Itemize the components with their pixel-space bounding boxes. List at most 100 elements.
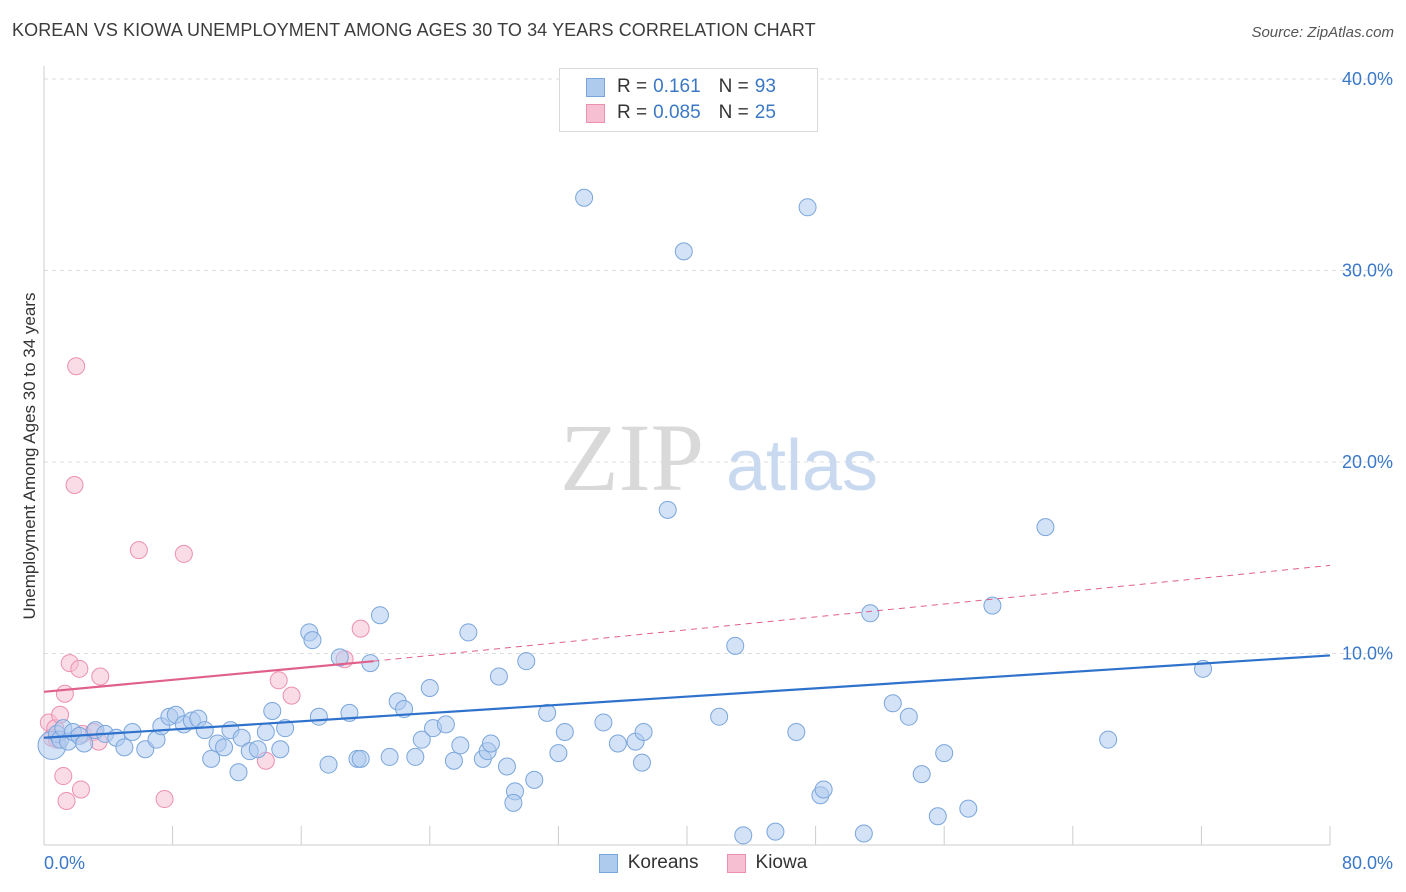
korean-point: [303, 631, 322, 650]
kiowa-point: [91, 667, 110, 686]
kiowa-point: [67, 357, 86, 376]
korean-point: [444, 751, 463, 770]
series-legend: Koreans Kiowa: [0, 852, 1406, 874]
korean-point: [634, 723, 653, 742]
korean-point: [497, 757, 516, 776]
source-label: Source: ZipAtlas.com: [1251, 24, 1394, 41]
koreans-label: Koreans: [627, 852, 699, 873]
korean-point: [229, 763, 248, 782]
y-tick-label: 10.0%: [1342, 644, 1393, 664]
korean-point: [1099, 730, 1118, 749]
korean-point: [959, 799, 978, 818]
korean-point: [370, 606, 389, 625]
korean-point: [710, 707, 729, 726]
axes: [43, 66, 1331, 846]
korean-point: [899, 707, 918, 726]
legend-row-koreans: R = 0.161 N = 93: [586, 75, 776, 99]
korean-trend-line: [43, 654, 1331, 739]
korean-point: [271, 740, 290, 759]
kiowa-swatch: [726, 853, 746, 873]
korean-points: [37, 188, 1213, 845]
correlation-legend: R = 0.161 N = 93 R = 0.085 N = 25: [559, 68, 818, 132]
korean-point: [525, 770, 544, 789]
korean-point: [412, 730, 431, 749]
korean-point: [451, 736, 470, 755]
kiowa-point: [71, 780, 90, 799]
kiowa-point: [174, 544, 193, 563]
koreans-swatch: [598, 853, 618, 873]
korean-point: [330, 648, 349, 667]
kiowa-point: [155, 790, 174, 809]
korean-point: [75, 734, 94, 753]
trend-lines: [43, 564, 1331, 739]
korean-point: [555, 723, 574, 742]
korean-point: [861, 604, 880, 623]
kiowa-point: [70, 659, 89, 678]
kiowa-point: [282, 686, 301, 705]
korean-point: [263, 701, 282, 720]
korean-point: [309, 707, 328, 726]
korean-point: [983, 596, 1002, 615]
korean-point: [575, 188, 594, 207]
korean-point: [489, 667, 508, 686]
kiowa-label: Kiowa: [755, 852, 808, 873]
korean-point: [195, 721, 214, 740]
kiowa-point: [65, 475, 84, 494]
gridlines: [44, 78, 1392, 654]
korean-point: [420, 678, 439, 697]
n-value: 25: [754, 102, 776, 123]
korean-point: [115, 738, 134, 757]
korean-point: [608, 734, 627, 753]
korean-point: [232, 728, 251, 747]
y-tick-label: 30.0%: [1342, 261, 1393, 281]
r-value: 0.161: [653, 76, 701, 97]
korean-point: [276, 719, 295, 738]
korean-point: [351, 749, 370, 768]
korean-point: [1036, 518, 1055, 537]
korean-point: [734, 826, 753, 845]
korean-point: [798, 198, 817, 217]
tick-labels: 10.0% 20.0% 30.0% 40.0% 0.0% 80.0%: [44, 69, 1393, 873]
y-tick-label: 20.0%: [1342, 452, 1393, 472]
korean-point: [658, 500, 677, 519]
korean-point: [549, 744, 568, 763]
kiowa-swatch: [586, 103, 605, 123]
korean-point: [436, 715, 455, 734]
korean-point: [787, 723, 806, 742]
korean-point: [928, 807, 947, 826]
kiowa-point: [269, 671, 288, 690]
n-label: N =: [718, 102, 749, 123]
korean-point: [726, 636, 745, 655]
korean-point: [674, 242, 693, 261]
korean-point: [594, 713, 613, 732]
korean-point: [912, 765, 931, 784]
korean-point: [380, 747, 399, 766]
kiowa-point: [57, 791, 76, 810]
korean-point: [406, 747, 425, 766]
legend-item-koreans[interactable]: Koreans: [598, 852, 699, 874]
korean-point: [538, 703, 557, 722]
korean-point: [632, 753, 651, 772]
r-label: R =: [617, 102, 648, 123]
korean-point: [202, 749, 221, 768]
kiowa-point: [129, 541, 148, 560]
korean-point: [395, 700, 414, 719]
watermark-zip: ZIP: [560, 404, 704, 511]
legend-item-kiowa[interactable]: Kiowa: [726, 852, 808, 874]
korean-point: [504, 793, 523, 812]
r-value: 0.085: [653, 102, 701, 123]
korean-point: [481, 734, 500, 753]
koreans-swatch: [586, 77, 605, 97]
y-tick-label: 40.0%: [1342, 69, 1393, 89]
chart-title: KOREAN VS KIOWA UNEMPLOYMENT AMONG AGES …: [12, 20, 816, 40]
kiowa-point: [54, 767, 73, 786]
korean-point: [256, 723, 275, 742]
x-tick-label: 80.0%: [1342, 853, 1393, 873]
kiowa-point: [55, 684, 74, 703]
kiowa-trend-line: [43, 660, 374, 693]
kiowa-point: [351, 619, 370, 638]
r-label: R =: [617, 76, 648, 97]
korean-point: [814, 780, 833, 799]
korean-point: [935, 744, 954, 763]
